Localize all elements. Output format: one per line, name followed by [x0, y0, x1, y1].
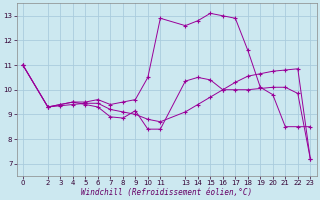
X-axis label: Windchill (Refroidissement éolien,°C): Windchill (Refroidissement éolien,°C) [81, 188, 252, 197]
